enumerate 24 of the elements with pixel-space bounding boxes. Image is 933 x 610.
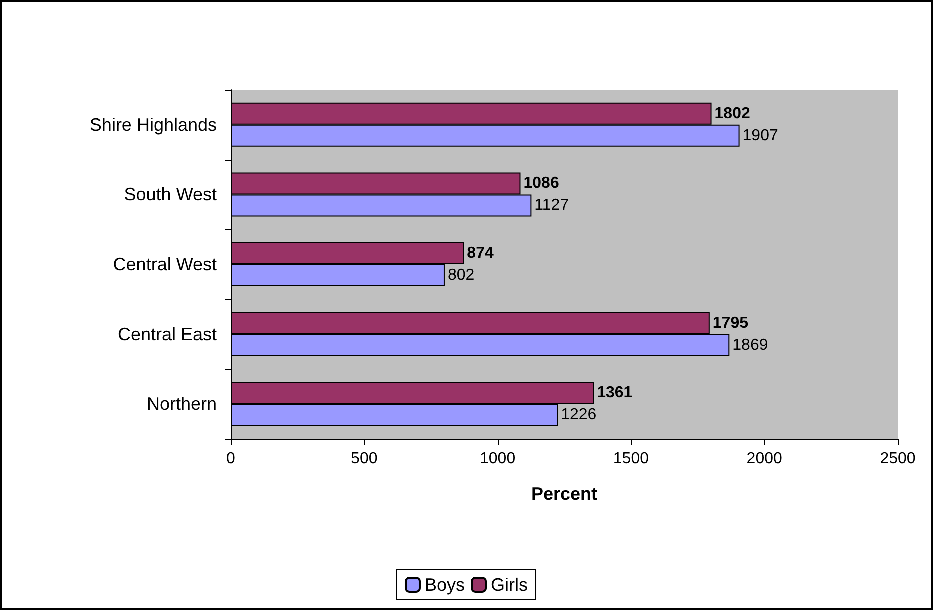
y-tick-label: Central East (118, 324, 217, 344)
data-label: 1869 (732, 336, 768, 354)
data-label: 1127 (534, 197, 570, 214)
x-tick-label: 2500 (880, 450, 916, 468)
y-tick-label: South West (124, 184, 217, 205)
x-axis-title: Percent (531, 484, 598, 504)
data-label: 874 (467, 245, 494, 262)
data-label: 1795 (712, 314, 749, 332)
data-label: 1361 (597, 384, 633, 402)
data-label: 1802 (714, 105, 750, 122)
data-label: 1086 (524, 175, 560, 192)
data-label: 1226 (561, 406, 597, 424)
x-tick-label: 1000 (480, 450, 516, 468)
data-label: 802 (448, 267, 475, 284)
x-tick-label: 1500 (613, 450, 650, 468)
legend-label: Boys (424, 575, 466, 595)
y-tick-label: Northern (146, 394, 217, 414)
x-tick-label: 0 (226, 450, 236, 468)
x-tick-label: 500 (351, 450, 378, 468)
y-tick-label: Central West (113, 254, 217, 274)
y-tick-label: Shire Highlands (90, 114, 217, 135)
x-tick-label: 2000 (746, 450, 782, 468)
legend-label: Girls (491, 575, 528, 595)
data-label: 1907 (742, 127, 778, 144)
